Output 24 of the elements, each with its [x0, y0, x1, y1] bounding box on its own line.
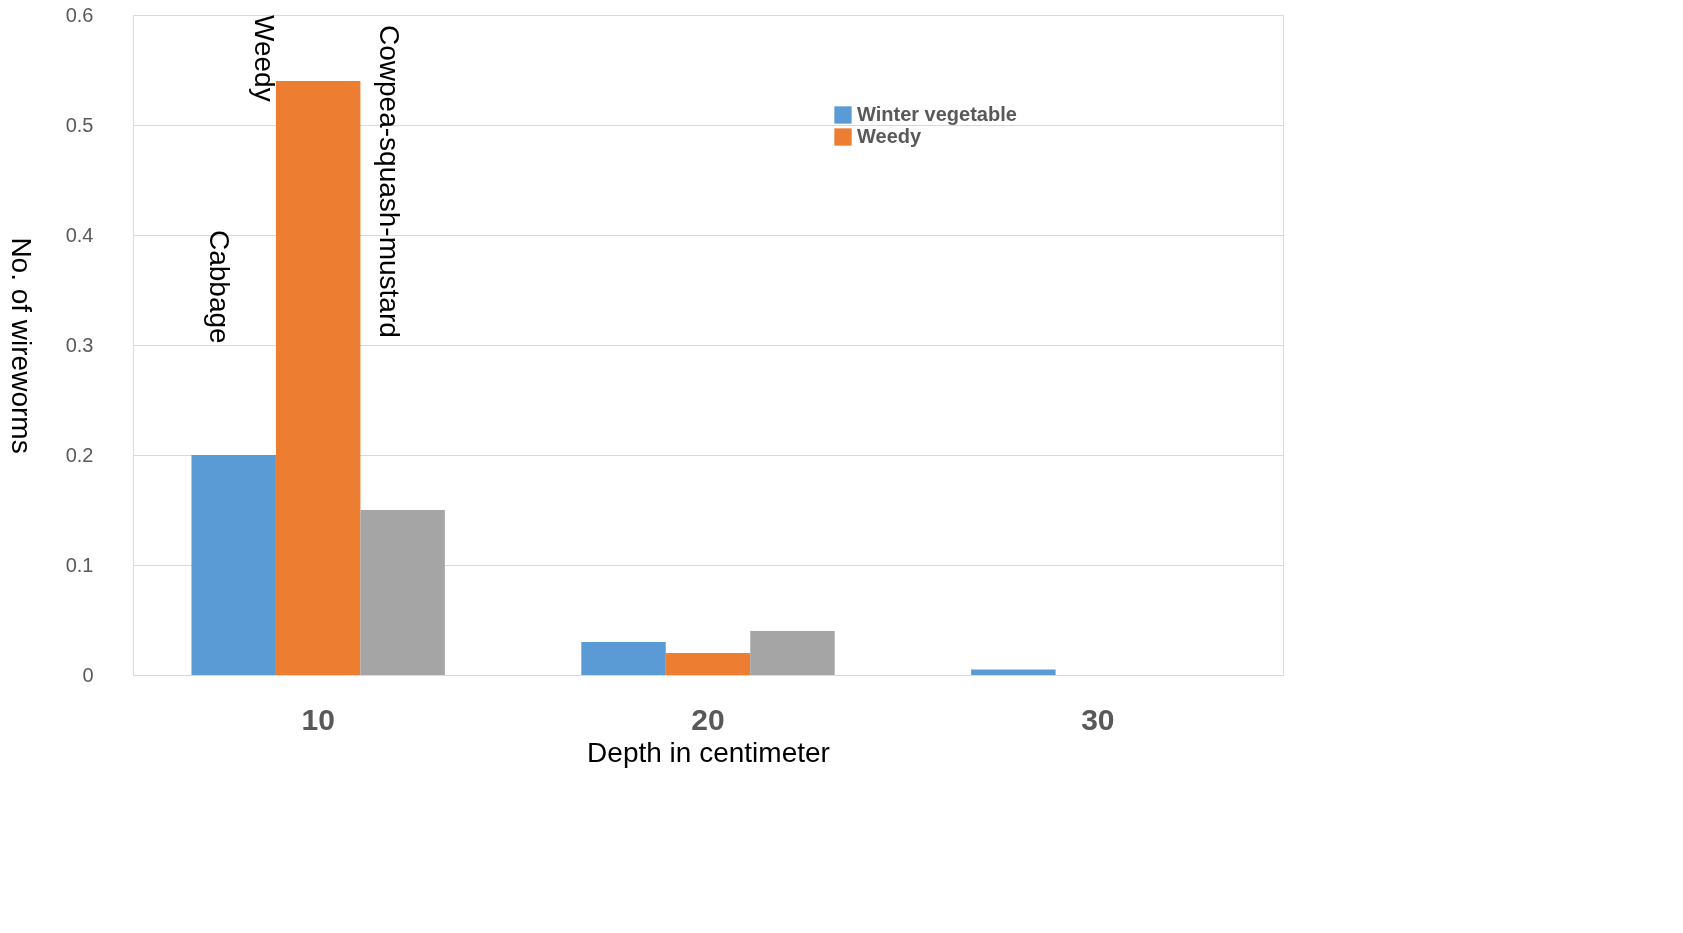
y-tick-label: 0.3 [65, 333, 94, 356]
bar [581, 642, 666, 675]
y-axis-title: No. of wireworms [5, 237, 37, 454]
legend-label: Weedy [857, 125, 922, 147]
annotation: Cowpea-squash-mustard [374, 25, 405, 338]
x-tick-label: 30 [1081, 702, 1115, 736]
legend-label: Winter vegetable [857, 103, 1017, 125]
bar [665, 653, 751, 675]
bar [750, 631, 835, 675]
bar [360, 510, 445, 675]
x-tick-label: 20 [691, 702, 725, 736]
bar [191, 455, 276, 675]
y-tick-label: 0.6 [65, 3, 94, 26]
annotation: Weedy [249, 15, 280, 102]
bar [275, 81, 361, 675]
y-tick-label: 0.1 [65, 553, 94, 576]
y-tick-label: 0 [82, 663, 94, 686]
annotation: Cabbage [204, 230, 235, 344]
x-tick-label: 10 [301, 702, 335, 736]
x-axis-title: Depth in centimeter [587, 736, 830, 768]
y-tick-label: 0.5 [65, 113, 94, 136]
bar [971, 669, 1056, 675]
y-tick-label: 0.4 [65, 223, 94, 246]
y-tick-label: 0.2 [65, 443, 94, 466]
